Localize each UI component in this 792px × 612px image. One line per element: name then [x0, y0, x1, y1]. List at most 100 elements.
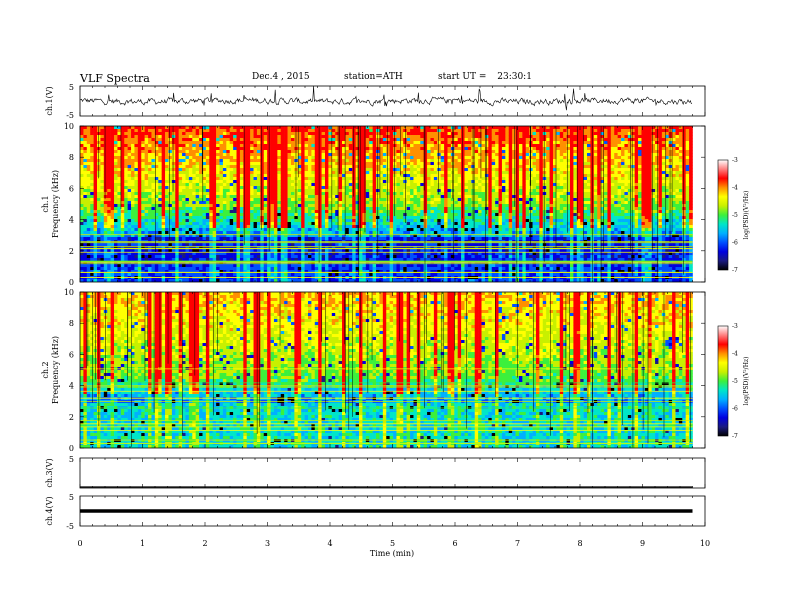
spectrogram-cell — [103, 129, 108, 133]
spectrogram-cell — [294, 225, 299, 229]
spectrogram-cell — [148, 225, 152, 229]
spectrogram-cell — [165, 231, 169, 235]
spectrogram-cell — [83, 246, 88, 250]
spectrogram-cell — [97, 267, 101, 271]
spectrogram-cell — [205, 213, 210, 217]
spectrogram-cell — [107, 159, 111, 163]
spectrogram-cell — [161, 246, 166, 250]
spectrogram-cell — [100, 180, 105, 184]
spectrogram-cell — [151, 231, 156, 235]
spectrogram-cell — [331, 279, 336, 282]
spectrogram-cell — [127, 189, 132, 193]
spectrogram-cell — [219, 162, 224, 166]
spectrogram-cell — [137, 141, 142, 145]
spectrogram-cell — [182, 153, 186, 157]
spectrogram-cell — [141, 273, 145, 277]
spectrogram-cell — [171, 150, 176, 154]
spectrogram-cell — [107, 243, 111, 247]
spectrogram-cell — [127, 180, 132, 184]
spectrogram-cell — [328, 267, 333, 271]
spectrogram-cell — [379, 231, 384, 235]
spectrogram-cell — [386, 192, 390, 196]
spectrogram-cell — [239, 231, 244, 235]
spectrogram-cell — [273, 228, 278, 232]
spectrogram-cell — [290, 186, 295, 190]
spectrogram-cell — [161, 192, 166, 196]
spectrogram-cell — [185, 267, 190, 271]
spectrogram-cell — [372, 273, 377, 277]
spectrogram-cell — [318, 150, 322, 154]
spectrogram-cell — [246, 252, 251, 256]
spectrogram-cell — [93, 252, 98, 256]
spectrogram-cell — [185, 225, 190, 229]
spectrogram-cell — [161, 216, 166, 220]
spectrogram-cell — [233, 183, 237, 187]
spectrogram-cell — [301, 213, 305, 217]
spectrogram-cell — [318, 234, 322, 238]
spectrogram-cell — [219, 219, 224, 223]
spectrogram-cell — [171, 243, 176, 247]
spectrogram-cell — [120, 258, 125, 262]
spectrogram-cell — [233, 201, 237, 205]
spectrogram-cell — [263, 237, 268, 241]
spectrogram-cell — [382, 144, 387, 148]
spectrogram-cell — [307, 228, 312, 232]
spectrogram-cell — [178, 252, 183, 256]
spectrogram-cell — [273, 210, 278, 214]
spectrogram-cell — [192, 243, 196, 247]
spectrogram-cell — [273, 195, 278, 199]
spectrogram-cell — [301, 171, 305, 175]
spectrogram-cell — [151, 144, 156, 148]
spectrogram-cell — [307, 162, 312, 166]
spectrogram-cell — [359, 198, 363, 202]
spectrogram-cell — [250, 156, 254, 160]
spectrogram-cell — [393, 243, 397, 247]
spectrogram-cell — [246, 210, 251, 214]
spectrogram-cell — [192, 144, 196, 148]
spectrogram-cell — [144, 279, 149, 282]
spectrogram-cell — [80, 228, 84, 232]
spectrogram-cell — [222, 207, 227, 211]
spectrogram-cell — [120, 222, 125, 226]
spectrogram-cell — [331, 225, 336, 229]
spectrogram-cell — [338, 159, 343, 163]
spectrogram-cell — [192, 138, 196, 142]
spectrogram-cell — [192, 249, 196, 253]
spectrogram-cell — [158, 216, 162, 220]
spectrogram-cell — [273, 144, 278, 148]
spectrogram-cell — [379, 183, 384, 187]
spectrogram-cell — [216, 129, 220, 133]
spectrogram-cell — [86, 219, 91, 223]
spectrogram-cell — [107, 234, 111, 238]
spectrogram-cell — [110, 168, 115, 172]
spectrogram-cell — [80, 252, 84, 256]
spectrogram-cell — [243, 210, 248, 214]
spectrogram-cell — [318, 267, 322, 271]
spectrogram-cell — [342, 171, 346, 175]
spectrogram-cell — [246, 150, 251, 154]
spectrogram-cell — [216, 186, 220, 190]
spectrogram-cell — [103, 267, 108, 271]
spectrogram-cell — [134, 180, 139, 184]
spectrogram-cell — [263, 144, 268, 148]
spectrogram-cell — [297, 135, 302, 139]
spectrogram-cell — [100, 186, 105, 190]
spectrogram-cell — [396, 237, 401, 241]
spectrogram-cell — [158, 234, 162, 238]
spectrogram-cell — [393, 213, 397, 217]
spectrogram-cell — [290, 156, 295, 160]
spectrogram-cell — [148, 198, 152, 202]
spectrogram-cell — [165, 279, 169, 282]
spectrogram-cell — [253, 246, 258, 250]
spectrogram-cell — [331, 210, 336, 214]
spectrogram-cell — [90, 231, 94, 235]
spectrogram-cell — [100, 204, 105, 208]
spectrogram-cell — [202, 183, 207, 187]
spectrogram-cell — [158, 132, 162, 136]
spectrogram-cell — [325, 177, 329, 181]
spectrogram-cell — [301, 162, 305, 166]
spectrogram-cell — [103, 213, 108, 217]
spectrogram-cell — [192, 228, 196, 232]
spectrogram-cell — [331, 129, 336, 133]
spectrogram-cell — [307, 234, 312, 238]
